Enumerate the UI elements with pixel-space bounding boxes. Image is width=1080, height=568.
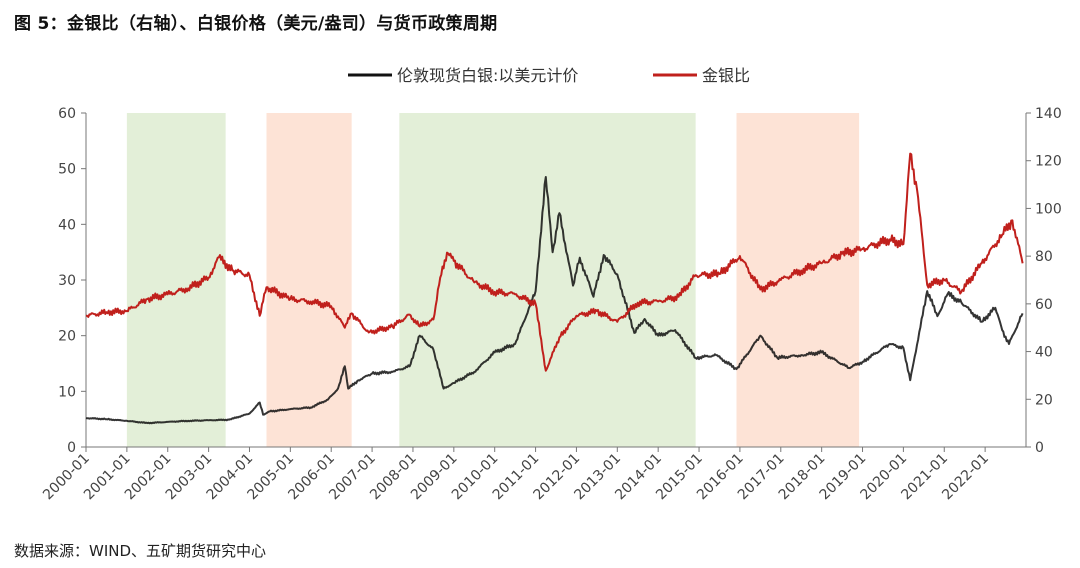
band-easing (126, 113, 226, 447)
series-line-ratio (86, 152, 1024, 372)
y-left-tick-label: 60 (58, 106, 76, 122)
policy-cycle-bands (126, 113, 860, 447)
y-left-tick-label: 30 (58, 273, 76, 289)
y-right-tick-label: 100 (1035, 201, 1062, 217)
band-tightening (266, 113, 352, 447)
y-right-tick-label: 20 (1035, 392, 1053, 408)
y-left-tick-label: 0 (67, 440, 76, 456)
y-right-tick-label: 0 (1035, 440, 1044, 456)
band-easing (399, 113, 696, 447)
y-left-tick-label: 20 (58, 329, 76, 345)
legend: 伦敦现货白银:以美元计价 金银比 (348, 66, 750, 85)
source-note: 数据来源：WIND、五矿期货研究中心 (14, 542, 267, 560)
series-lines (85, 152, 1024, 425)
y-right-tick-label: 60 (1035, 297, 1053, 313)
y-right-tick-label: 120 (1035, 154, 1062, 170)
y-right-tick-label: 40 (1035, 345, 1053, 361)
y-left-tick-label: 40 (58, 217, 76, 233)
chart-title: 图 5：金银比（右轴）、白银价格（美元/盎司）与货币政策周期 (14, 14, 498, 34)
legend-label-silver: 伦敦现货白银:以美元计价 (397, 66, 578, 85)
legend-label-ratio: 金银比 (702, 66, 750, 85)
y-left-tick-label: 10 (58, 384, 76, 400)
y-left-tick-label: 50 (58, 162, 76, 178)
y-right-tick-label: 80 (1035, 249, 1053, 265)
y-right-tick-label: 140 (1035, 106, 1062, 122)
series-line-silver (85, 176, 1024, 425)
